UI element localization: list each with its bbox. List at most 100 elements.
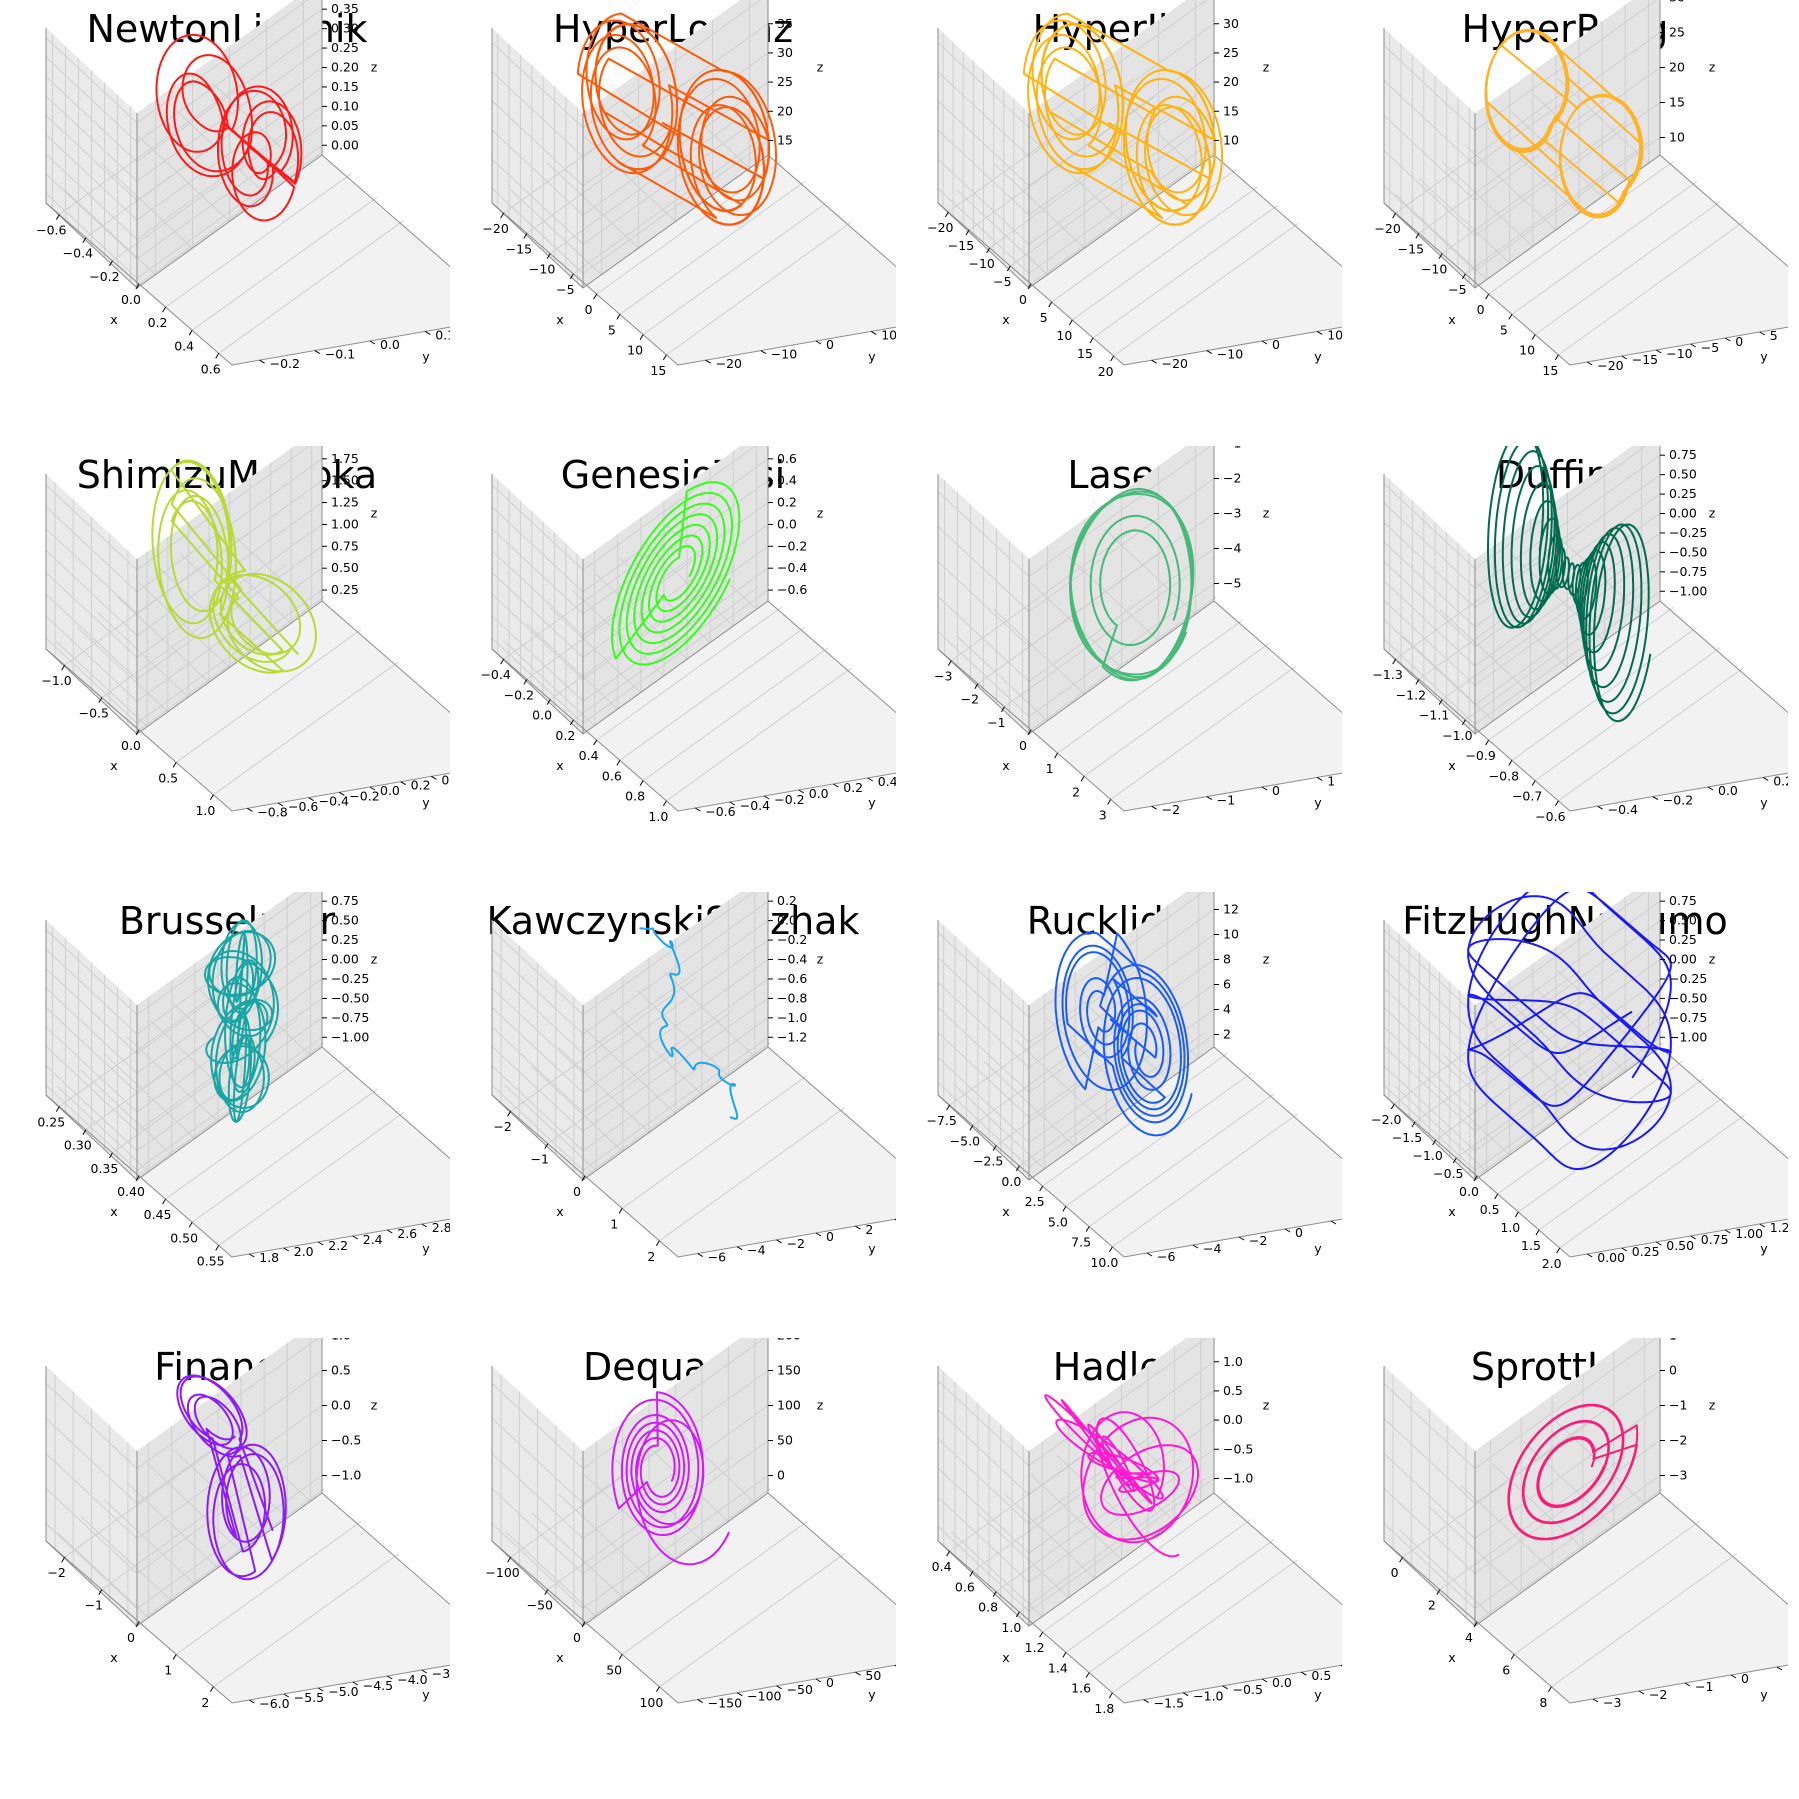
z-tick-label: 12 (1223, 902, 1239, 917)
y-tick-label: −50 (787, 1682, 813, 1697)
x-tick-label: −50 (527, 1598, 553, 1613)
y-tick-label: −20 (1162, 356, 1188, 371)
grid-line-x (1019, 1478, 1205, 1613)
y-tick-label: −6 (1157, 1249, 1175, 1264)
x-axis-label: x (1448, 758, 1455, 773)
x-tick-label: 5 (1500, 322, 1508, 337)
y-tick-label: −4.5 (363, 1678, 393, 1693)
z-tick-label: −0.2 (777, 932, 807, 947)
x-tick-label: 50 (606, 1662, 622, 1677)
x-tick-label: −1.3 (1372, 667, 1402, 682)
grid-line-y-floor (1441, 161, 1534, 247)
grid-line-x (58, 81, 245, 215)
grid-line-x (1441, 120, 1628, 255)
grid-line-x (666, 221, 852, 356)
attractor-plot: DequanLi−100−50050100x−150−100−500501001… (450, 1338, 896, 1784)
z-axis-label: z (817, 952, 824, 967)
x-tick-label: −0.5 (1433, 1166, 1463, 1181)
grid-line-x (1518, 1078, 1704, 1213)
grid-line-x (138, 596, 325, 731)
grid-line-x (165, 1065, 351, 1200)
z-axis-label: z (817, 506, 824, 521)
y-tick-label: −5.5 (294, 1690, 324, 1705)
x-axis-label: x (1448, 312, 1455, 327)
x-tick-label: −0.2 (504, 687, 534, 702)
z-axis-label: z (1709, 60, 1716, 75)
grid-line-x (1551, 1553, 1737, 1688)
y-tick-label: 1 (1787, 1663, 1788, 1678)
grid-line-x (972, 991, 1159, 1126)
y-axis-label: y (868, 349, 876, 364)
grid-line-y-floor (1402, 635, 1494, 722)
x-tick-label: 0 (1019, 292, 1027, 307)
z-tick-label: 10 (1223, 927, 1239, 942)
grid-line-y-floor (149, 1019, 242, 1106)
x-tick-label: 0 (573, 1184, 581, 1199)
trajectory-line (1467, 892, 1672, 1170)
grid-line-y-floor (531, 1512, 623, 1598)
y-tick-label: 5 (1770, 328, 1778, 343)
x-tick-label: −0.8 (1489, 768, 1519, 783)
grid-line-x (621, 1074, 808, 1209)
z-tick-label: 0.2 (777, 495, 797, 510)
z-tick-label: 50 (777, 1433, 793, 1448)
trajectory-line (611, 1391, 730, 1566)
y-tick-label: 1.25 (1770, 1220, 1788, 1235)
y-tick-label: 0.0 (380, 337, 400, 352)
y-tick-label: 0.1 (435, 327, 450, 342)
x-tick-label: 0.0 (1001, 1174, 1021, 1189)
z-tick-label: 0.00 (331, 952, 359, 967)
y-tick-label: −0.2 (270, 356, 300, 371)
floor-pane (46, 1493, 450, 1703)
y-tick-label: −15 (1632, 352, 1658, 367)
z-tick-label: 30 (1669, 0, 1685, 5)
grid-line-x (213, 1553, 399, 1688)
z-tick-label: −5 (1223, 576, 1241, 591)
y-tick-label: −0.4 (740, 798, 770, 813)
x-tick-label: 0 (1019, 738, 1027, 753)
grid-line-x (1513, 1520, 1700, 1655)
grid-line-y-floor (1067, 555, 1159, 642)
z-tick-label: 0.75 (1669, 893, 1697, 908)
y-tick-label: −5.0 (328, 1684, 358, 1699)
x-tick-label: 1.0 (1500, 1220, 1520, 1235)
z-tick-label: −0.50 (331, 990, 369, 1005)
grid-line-y-floor (956, 189, 1048, 276)
trajectory-line (576, 12, 777, 226)
grid-line-x (1476, 1488, 1663, 1623)
z-tick-label: −0.75 (1669, 564, 1707, 579)
x-tick-label: 0 (127, 1630, 135, 1645)
x-axis-label: x (1002, 1204, 1009, 1219)
grid-line-y-floor (1418, 1069, 1511, 1156)
y-tick-label: −0.2 (774, 792, 804, 807)
x-axis-label: x (556, 1650, 563, 1665)
y-axis-label: y (422, 795, 430, 810)
grid-line-y-floor (557, 1047, 650, 1133)
grid-line-x (1534, 647, 1721, 782)
x-tick-label: −2 (493, 1119, 511, 1134)
grid-line-y-floor (503, 640, 595, 727)
plot-title: KawczynskiStrizhak (487, 899, 860, 943)
y-axis-label: y (1760, 349, 1768, 364)
grid-line-x (1010, 132, 1196, 267)
x-tick-label: −1 (85, 1598, 103, 1613)
plot-svg: HyperJha−20−15−10−505101520x−20−1001020y… (927, 0, 1342, 379)
trajectory-line (1054, 931, 1193, 1137)
grid-line-x (619, 180, 806, 315)
z-tick-label: −3 (1669, 1468, 1687, 1483)
grid-line-x (191, 196, 378, 331)
grid-line-x (1395, 79, 1581, 214)
z-axis-label: z (371, 60, 378, 75)
y-tick-label: −0.6 (288, 799, 318, 814)
y-tick-label: 2 (865, 1222, 873, 1237)
y-tick-label: 1 (1327, 773, 1335, 788)
x-tick-label: 0.6 (602, 768, 622, 783)
grid-line-x (1558, 221, 1744, 356)
x-tick-label: 2 (647, 1249, 655, 1264)
x-tick-label: −1.0 (1442, 728, 1472, 743)
z-tick-label: −1 (1669, 1398, 1687, 1413)
x-tick-label: 1 (164, 1662, 172, 1677)
z-tick-label: 0.15 (331, 79, 359, 94)
grid-line-x (659, 1553, 845, 1688)
